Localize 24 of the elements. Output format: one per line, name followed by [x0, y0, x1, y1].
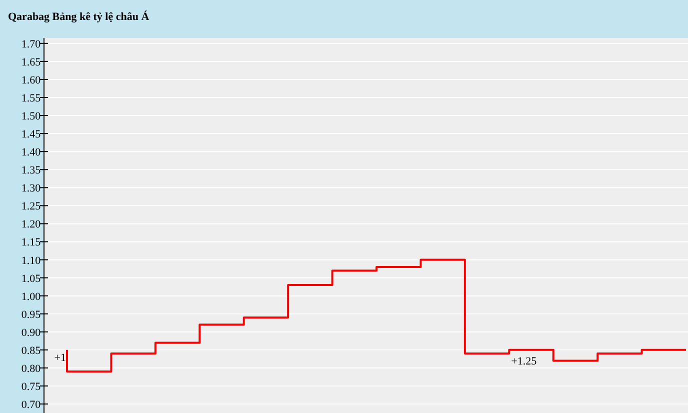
y-tick-label: 1.70	[21, 38, 42, 50]
y-tick-label: 1.05	[21, 272, 42, 285]
chart-title: Qarabag Bảng kê tỷ lệ châu Á	[8, 10, 150, 23]
y-tick-label: 0.80	[21, 362, 42, 375]
y-tick-label: 0.70	[21, 398, 42, 411]
y-tick-label: 1.15	[21, 236, 42, 249]
y-tick-label: 1.60	[21, 74, 42, 86]
y-tick-label: 1.30	[21, 182, 42, 195]
y-tick-label: 1.10	[21, 254, 42, 267]
annotation: +1	[54, 352, 66, 364]
y-tick-label: 1.65	[21, 56, 42, 68]
y-tick-label: 0.75	[21, 380, 42, 393]
y-tick-label: 1.40	[21, 146, 42, 159]
annotation: +1.25	[511, 356, 538, 368]
y-tick-label: 1.35	[21, 164, 42, 177]
y-tick-label: 1.50	[21, 110, 42, 123]
y-tick-label: 0.85	[21, 344, 42, 357]
y-tick-label: 1.25	[21, 200, 42, 213]
y-tick-label: 1.45	[21, 128, 42, 141]
y-tick-label: 1.00	[21, 290, 42, 303]
y-tick-label: 1.20	[21, 218, 42, 231]
y-tick-label: 0.90	[21, 326, 42, 339]
y-tick-label: 0.95	[21, 308, 42, 321]
y-tick-label: 1.55	[21, 92, 42, 104]
